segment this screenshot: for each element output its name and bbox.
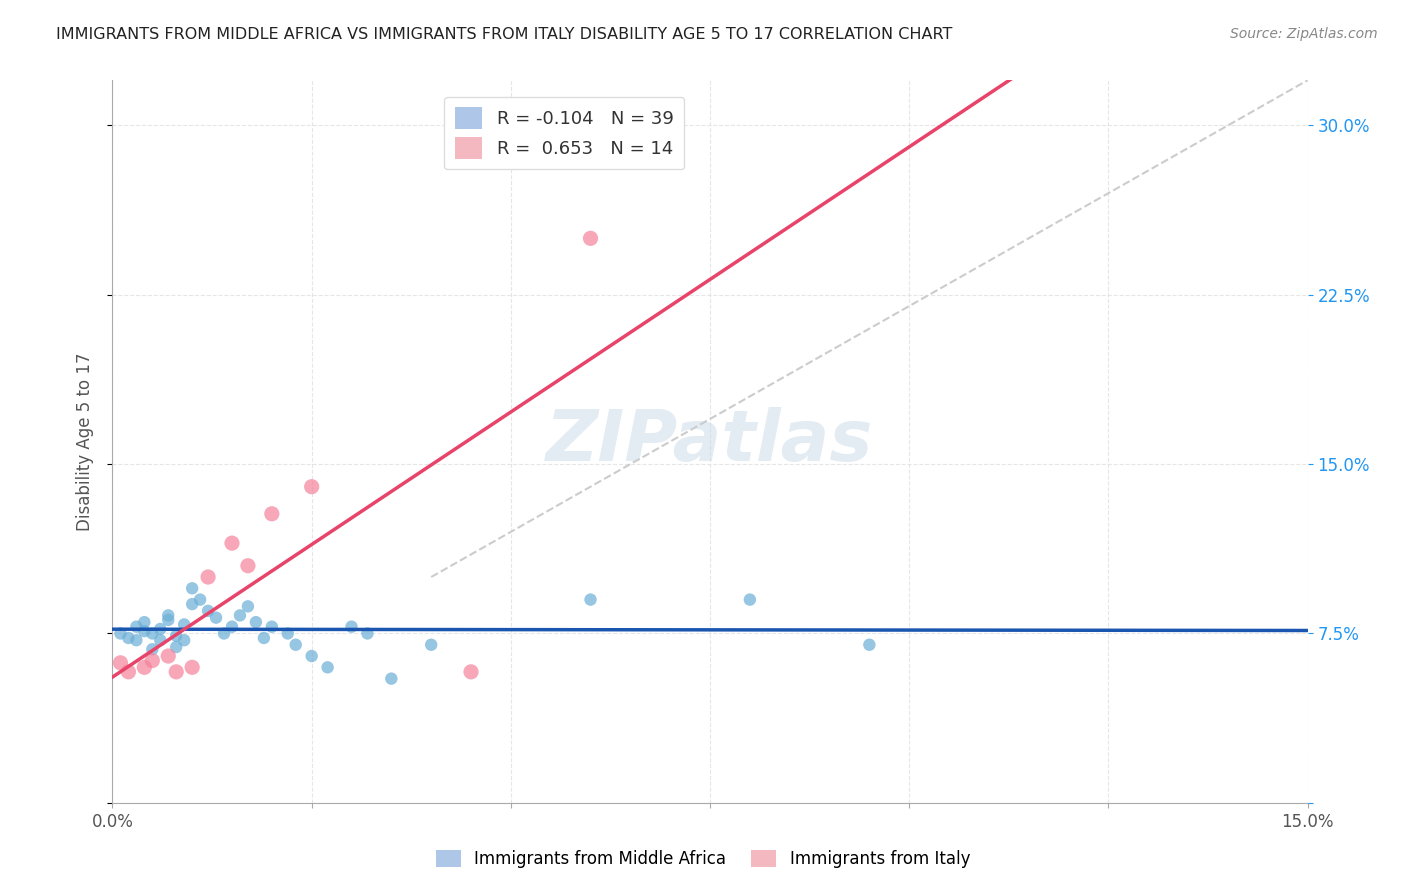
Text: ZIPatlas: ZIPatlas bbox=[547, 407, 873, 476]
Point bbox=[858, 638, 880, 652]
Point bbox=[284, 638, 307, 652]
Point bbox=[149, 633, 172, 648]
Point bbox=[197, 570, 219, 584]
Point bbox=[212, 626, 235, 640]
Point bbox=[125, 633, 148, 648]
Point bbox=[141, 642, 163, 657]
Point bbox=[134, 615, 156, 630]
Point bbox=[260, 507, 283, 521]
Point bbox=[197, 604, 219, 618]
Point bbox=[221, 620, 243, 634]
Text: Source: ZipAtlas.com: Source: ZipAtlas.com bbox=[1230, 27, 1378, 41]
Point bbox=[181, 597, 204, 611]
Point bbox=[157, 608, 180, 623]
Legend: R = -0.104   N = 39, R =  0.653   N = 14: R = -0.104 N = 39, R = 0.653 N = 14 bbox=[444, 96, 685, 169]
Point bbox=[245, 615, 267, 630]
Point bbox=[738, 592, 761, 607]
Text: IMMIGRANTS FROM MIDDLE AFRICA VS IMMIGRANTS FROM ITALY DISABILITY AGE 5 TO 17 CO: IMMIGRANTS FROM MIDDLE AFRICA VS IMMIGRA… bbox=[56, 27, 953, 42]
Point bbox=[380, 672, 402, 686]
Point bbox=[301, 648, 323, 663]
Point bbox=[165, 629, 187, 643]
Point bbox=[165, 665, 187, 679]
Point bbox=[253, 631, 276, 645]
Point bbox=[141, 654, 163, 668]
Point bbox=[134, 660, 156, 674]
Point bbox=[110, 626, 132, 640]
Point bbox=[340, 620, 363, 634]
Point bbox=[260, 620, 283, 634]
Point bbox=[579, 231, 602, 245]
Point bbox=[301, 480, 323, 494]
Point bbox=[149, 622, 172, 636]
Point bbox=[117, 631, 139, 645]
Point bbox=[173, 617, 195, 632]
Point bbox=[181, 660, 204, 674]
Point bbox=[188, 592, 211, 607]
Point bbox=[181, 582, 204, 596]
Legend: Immigrants from Middle Africa, Immigrants from Italy: Immigrants from Middle Africa, Immigrant… bbox=[429, 843, 977, 875]
Point bbox=[110, 656, 132, 670]
Point bbox=[277, 626, 299, 640]
Point bbox=[579, 592, 602, 607]
Point bbox=[165, 640, 187, 654]
Point bbox=[221, 536, 243, 550]
Point bbox=[420, 638, 443, 652]
Point bbox=[236, 558, 259, 573]
Point bbox=[173, 633, 195, 648]
Point bbox=[205, 610, 228, 624]
Point bbox=[125, 620, 148, 634]
Point bbox=[157, 648, 180, 663]
Point bbox=[316, 660, 339, 674]
Point bbox=[141, 626, 163, 640]
Point bbox=[236, 599, 259, 614]
Point bbox=[157, 613, 180, 627]
Point bbox=[229, 608, 252, 623]
Point bbox=[460, 665, 482, 679]
Point bbox=[356, 626, 378, 640]
Point bbox=[117, 665, 139, 679]
Y-axis label: Disability Age 5 to 17: Disability Age 5 to 17 bbox=[76, 352, 94, 531]
Point bbox=[134, 624, 156, 639]
